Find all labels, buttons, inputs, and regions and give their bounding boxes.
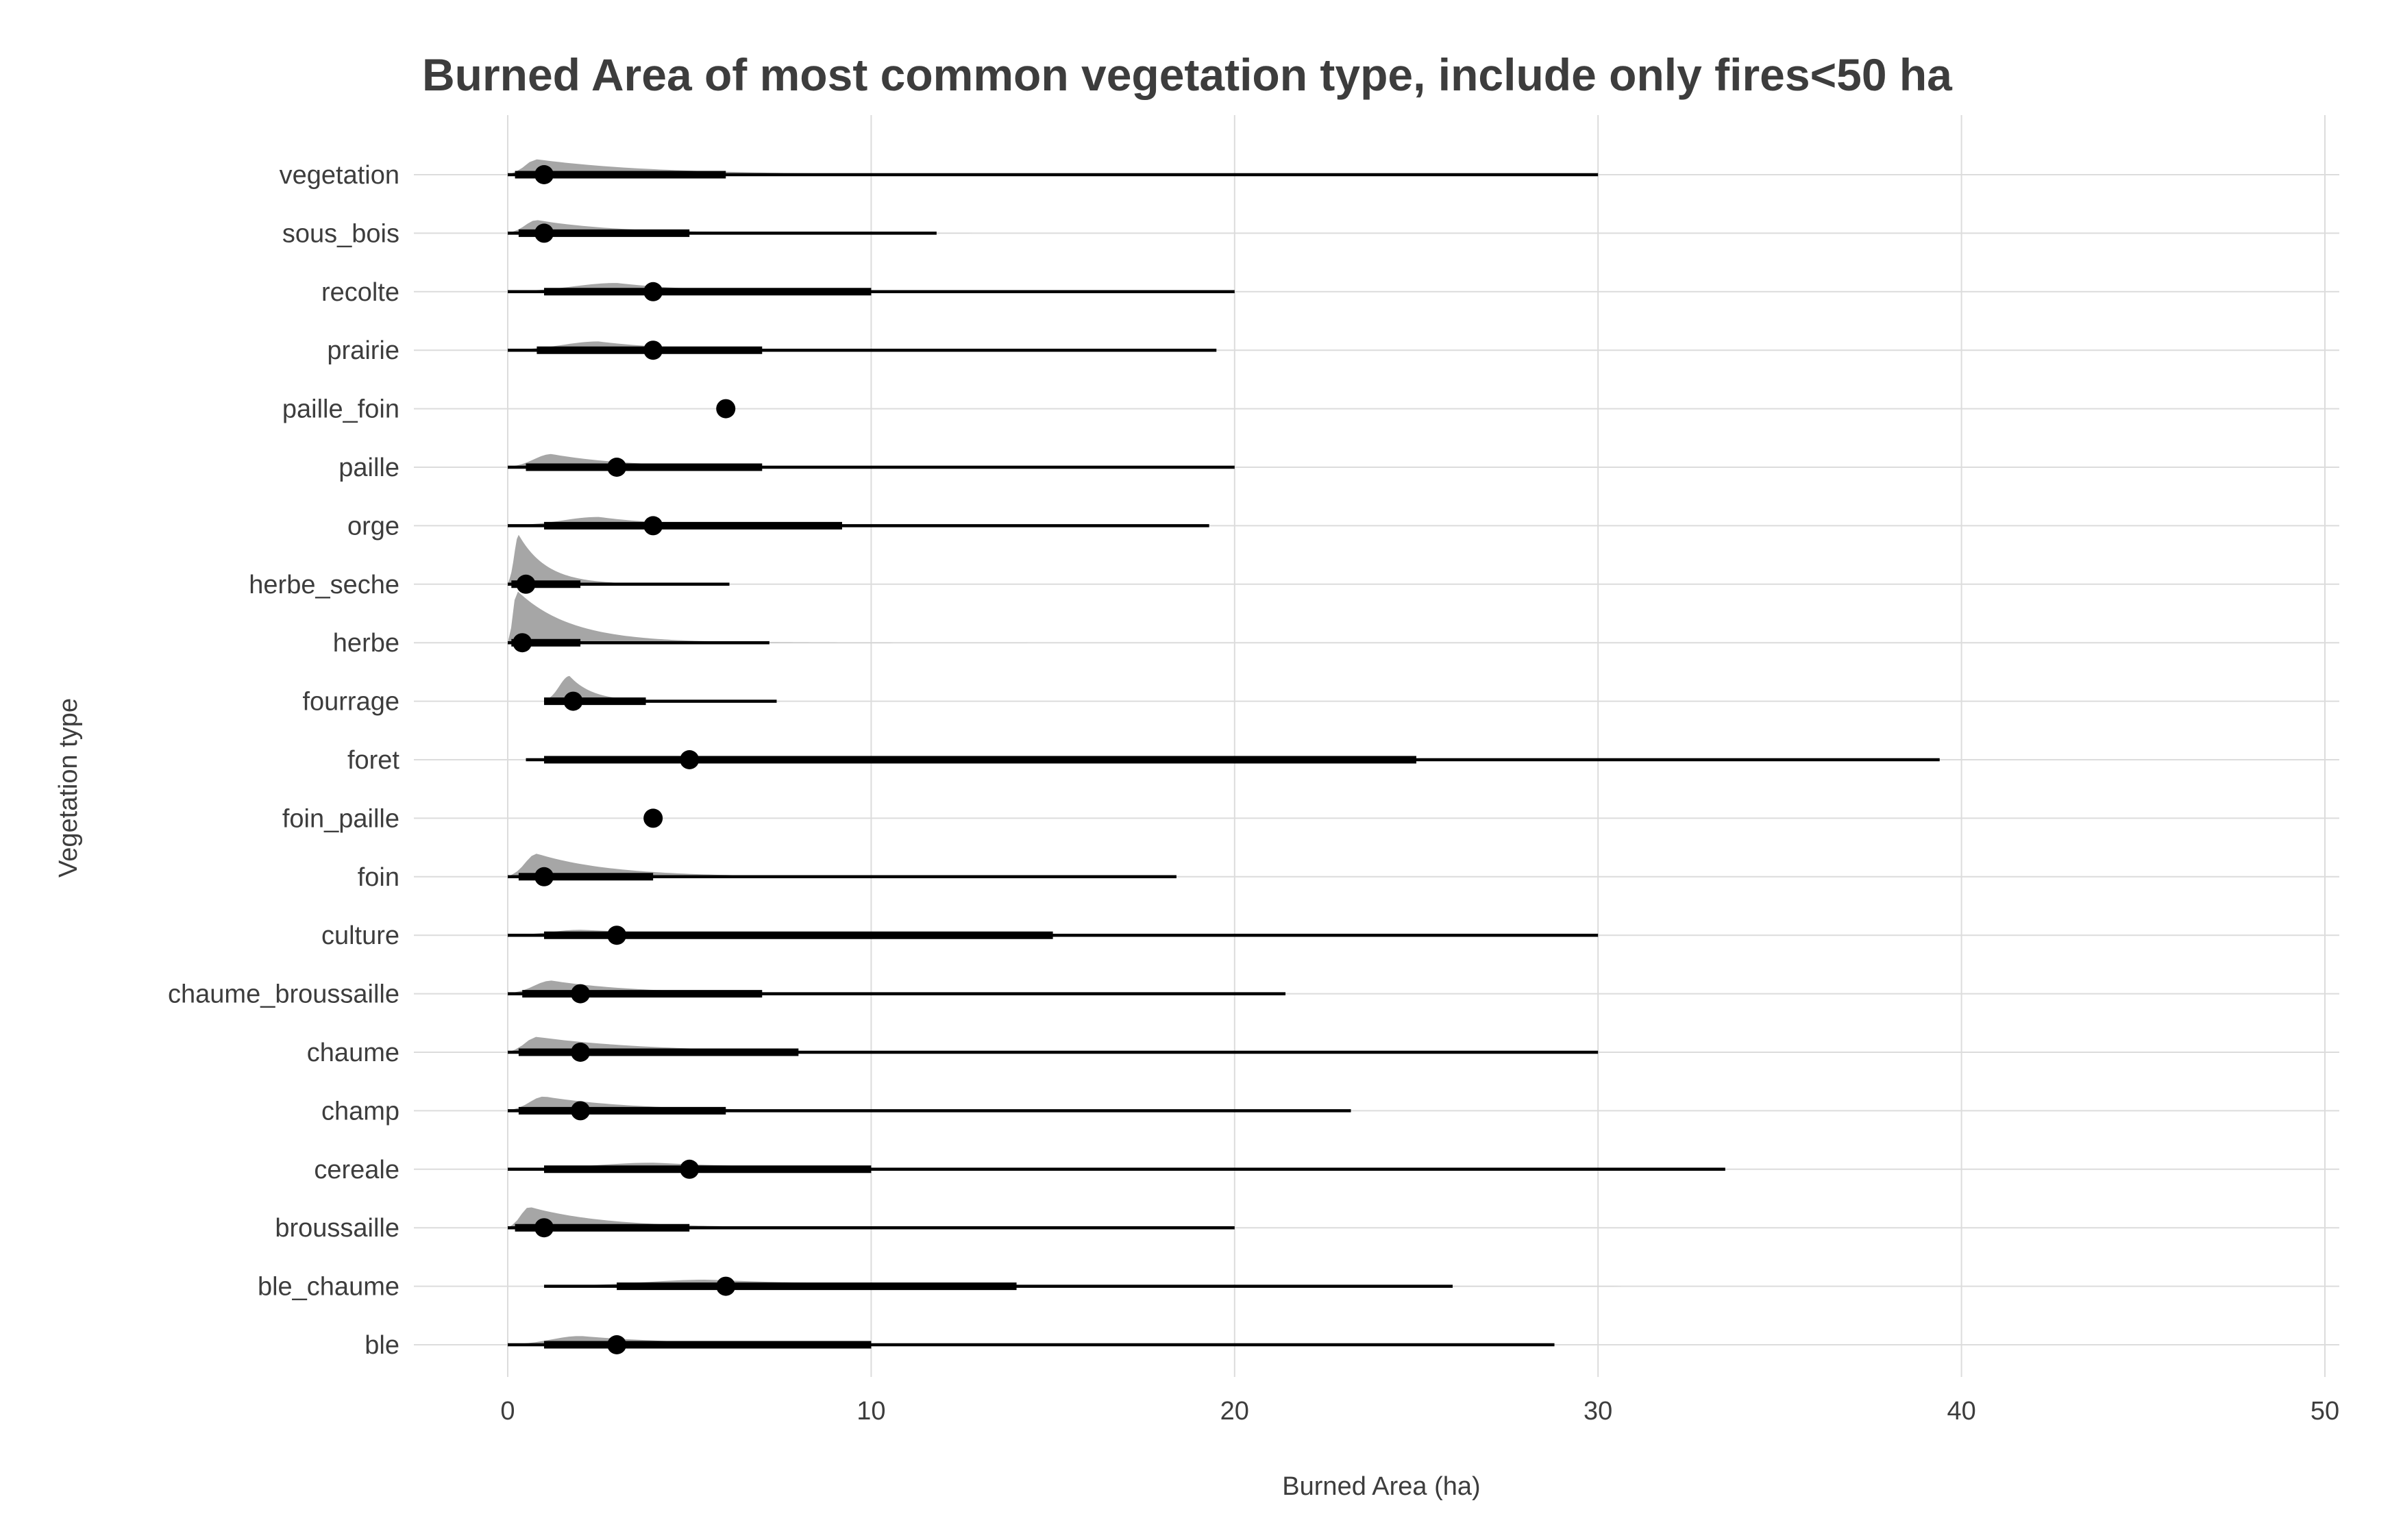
median-point-foin (534, 867, 554, 886)
median-point-sous_bois (534, 223, 554, 243)
median-point-recolte (643, 282, 663, 301)
y-tick-label: vegetation (280, 161, 399, 190)
median-point-ble_chaume (716, 1276, 736, 1296)
y-tick-label: orge (347, 512, 399, 541)
median-point-culture (607, 926, 627, 945)
x-axis-label: Burned Area (ha) (1282, 1472, 1480, 1501)
x-tick-label: 50 (2311, 1397, 2339, 1426)
median-layer (513, 165, 736, 1354)
chart-title: Burned Area of most common vegetation ty… (422, 49, 1953, 100)
y-tick-label: chaume_broussaille (168, 980, 399, 1009)
median-point-vegetation (534, 165, 554, 184)
y-tick-label: foret (347, 746, 399, 775)
x-tick-label: 40 (1947, 1397, 1975, 1426)
y-tick-label: ble_chaume (258, 1273, 399, 1302)
y-tick-label: paille_foin (282, 395, 399, 424)
y-tick-label: sous_bois (282, 219, 399, 248)
density-herbe (508, 591, 1053, 643)
median-point-prairie (643, 340, 663, 360)
median-point-herbe_seche (516, 574, 536, 594)
median-point-foret (680, 750, 700, 769)
y-tick-label: herbe (333, 629, 399, 658)
median-point-fourrage (563, 691, 583, 711)
y-tick-label: herbe_seche (249, 571, 399, 599)
x-tick-labels: 0 10 20 30 40 50 (500, 1397, 2339, 1426)
median-point-foin_paille (643, 808, 663, 828)
median-point-broussaille (534, 1218, 554, 1238)
median-point-orge (643, 516, 663, 536)
y-axis-label: Vegetation type (54, 698, 83, 878)
median-point-paille (607, 458, 627, 477)
y-tick-label: recolte (321, 278, 399, 307)
y-tick-label: prairie (327, 336, 399, 365)
x-tick-label: 20 (1220, 1397, 1249, 1426)
density-herbe_seche (508, 534, 799, 584)
median-point-herbe (513, 633, 532, 653)
median-point-ble (607, 1335, 627, 1354)
median-point-champ (571, 1101, 591, 1121)
median-point-chaume (571, 1043, 591, 1062)
x-tick-label: 10 (857, 1397, 885, 1426)
y-tick-label: culture (321, 921, 399, 950)
y-tick-label: fourrage (302, 688, 399, 717)
y-tick-label: champ (321, 1097, 399, 1126)
y-tick-label: paille (338, 454, 399, 482)
y-tick-label: chaume (307, 1039, 399, 1067)
y-tick-label: cereale (314, 1156, 399, 1184)
x-tick-label: 0 (500, 1397, 515, 1426)
y-tick-label: foin_paille (282, 804, 399, 833)
y-tick-label: foin (358, 863, 399, 892)
median-point-chaume_broussaille (571, 984, 591, 1004)
median-point-paille_foin (716, 399, 736, 419)
y-tick-label: broussaille (275, 1214, 399, 1243)
x-tick-label: 30 (1584, 1397, 1612, 1426)
median-point-cereale (680, 1159, 700, 1179)
y-tick-label: ble (365, 1331, 399, 1360)
